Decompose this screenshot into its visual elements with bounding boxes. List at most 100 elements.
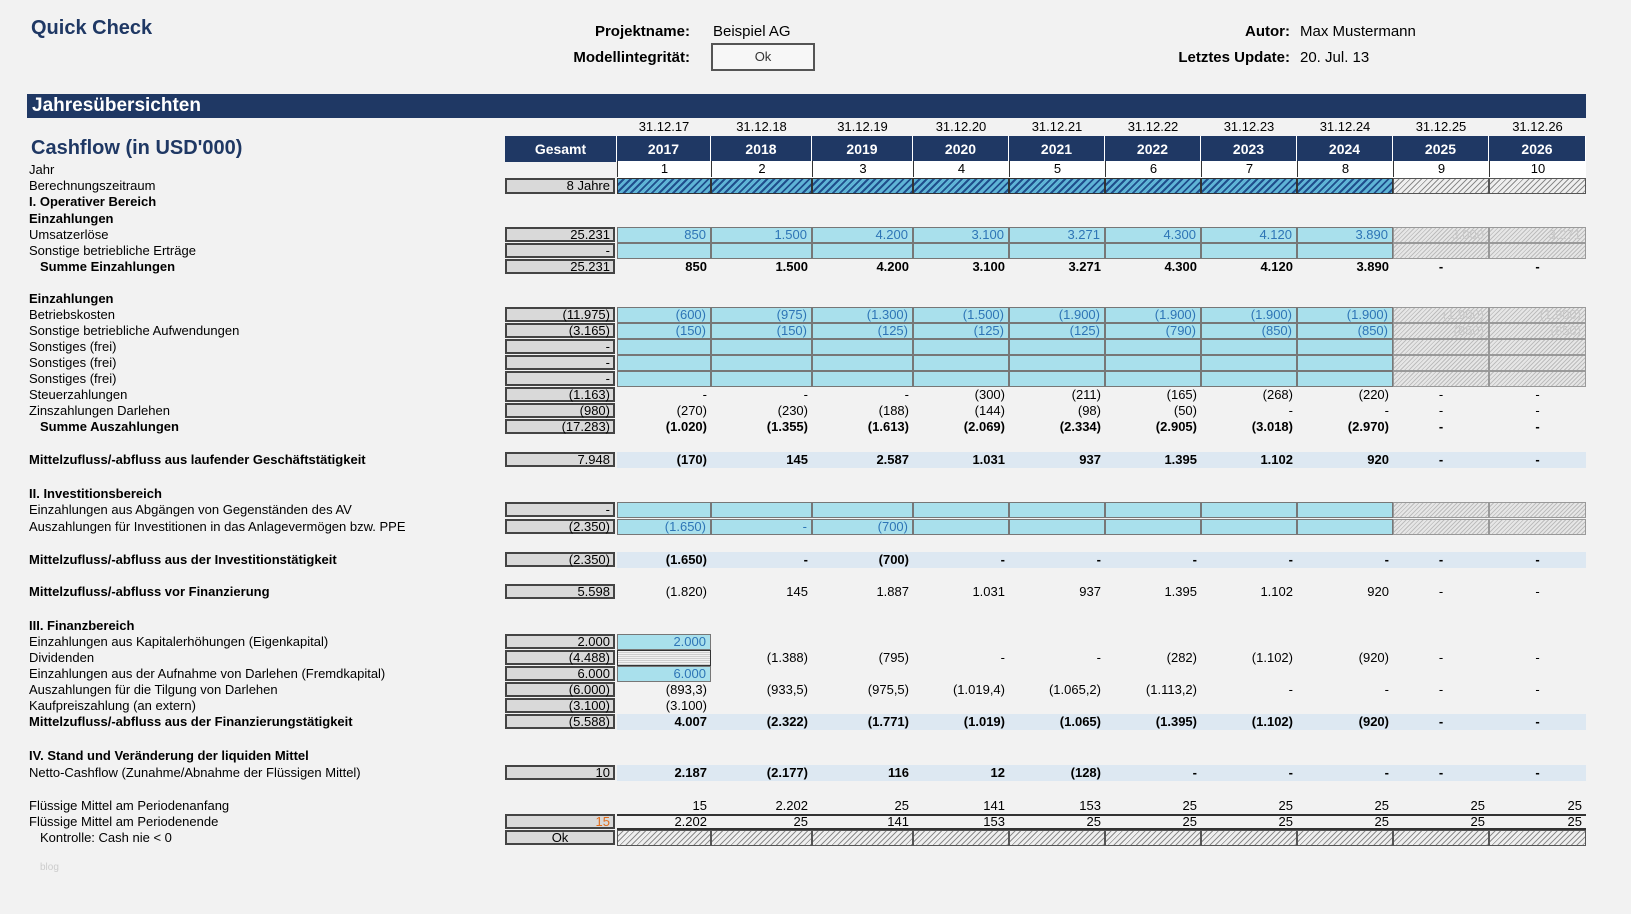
input-cell[interactable]: (700) — [812, 519, 913, 535]
input-cell[interactable] — [1201, 355, 1297, 371]
input-cell[interactable] — [1009, 339, 1105, 355]
input-cell[interactable]: 6.000 — [617, 666, 711, 682]
period-inactive-cell[interactable] — [1393, 178, 1489, 194]
period-active-cell[interactable] — [1201, 178, 1297, 194]
input-cell[interactable]: (125) — [812, 323, 913, 339]
input-cell[interactable] — [812, 339, 913, 355]
input-cell[interactable] — [711, 502, 812, 518]
input-cell[interactable]: 4.300 — [1105, 227, 1201, 243]
input-cell[interactable] — [1009, 243, 1105, 259]
input-cell[interactable] — [1393, 355, 1489, 371]
input-cell[interactable] — [1297, 502, 1393, 518]
input-cell[interactable]: (1.650) — [617, 519, 711, 535]
input-cell[interactable] — [1489, 243, 1586, 259]
input-cell[interactable] — [1297, 371, 1393, 387]
input-cell[interactable] — [1105, 243, 1201, 259]
input-cell[interactable] — [913, 243, 1009, 259]
period-active-cell[interactable] — [1297, 178, 1393, 194]
input-cell[interactable]: (850) — [1297, 323, 1393, 339]
input-cell[interactable]: 3.271 — [1489, 227, 1586, 243]
input-cell[interactable] — [711, 355, 812, 371]
input-cell[interactable]: (790) — [1105, 323, 1201, 339]
input-cell[interactable] — [617, 502, 711, 518]
input-cell[interactable]: 3.890 — [1297, 227, 1393, 243]
input-cell[interactable] — [1489, 339, 1586, 355]
input-cell[interactable]: (1.900) — [1297, 307, 1393, 323]
input-cell[interactable] — [812, 355, 913, 371]
input-cell[interactable] — [1105, 355, 1201, 371]
input-cell[interactable]: (850) — [1393, 323, 1489, 339]
input-cell[interactable] — [711, 371, 812, 387]
period-active-cell[interactable] — [617, 178, 711, 194]
input-cell[interactable] — [913, 355, 1009, 371]
input-cell[interactable] — [1297, 519, 1393, 535]
input-cell[interactable]: (850) — [1489, 323, 1586, 339]
input-cell[interactable] — [1489, 519, 1586, 535]
input-cell[interactable] — [1009, 502, 1105, 518]
input-cell[interactable] — [913, 371, 1009, 387]
input-cell[interactable]: (1.900) — [1489, 307, 1586, 323]
period-active-cell[interactable] — [711, 178, 812, 194]
input-cell[interactable]: (150) — [711, 323, 812, 339]
period-active-cell[interactable] — [913, 178, 1009, 194]
input-cell[interactable] — [617, 339, 711, 355]
input-cell[interactable]: (1.900) — [1201, 307, 1297, 323]
input-cell[interactable]: (125) — [1009, 323, 1105, 339]
input-cell[interactable] — [1393, 339, 1489, 355]
input-cell[interactable]: (1.500) — [913, 307, 1009, 323]
input-cell[interactable]: (850) — [1201, 323, 1297, 339]
input-cell[interactable]: (1.900) — [1393, 307, 1489, 323]
input-cell[interactable] — [617, 371, 711, 387]
input-cell[interactable]: - — [711, 519, 812, 535]
input-cell[interactable]: (1.900) — [1105, 307, 1201, 323]
input-cell[interactable] — [812, 243, 913, 259]
period-active-cell[interactable] — [1105, 178, 1201, 194]
input-cell[interactable] — [1297, 243, 1393, 259]
input-cell[interactable]: (1.900) — [1009, 307, 1105, 323]
input-cell[interactable] — [1489, 502, 1586, 518]
input-cell[interactable] — [1201, 371, 1297, 387]
input-cell[interactable] — [1297, 355, 1393, 371]
input-cell[interactable]: 3.000 — [1393, 227, 1489, 243]
input-cell[interactable] — [1105, 371, 1201, 387]
input-cell[interactable] — [617, 243, 711, 259]
input-cell[interactable] — [711, 243, 812, 259]
input-cell[interactable] — [1201, 339, 1297, 355]
input-cell[interactable] — [1489, 355, 1586, 371]
input-cell[interactable]: 3.100 — [913, 227, 1009, 243]
input-cell[interactable] — [1105, 502, 1201, 518]
input-cell[interactable] — [1105, 339, 1201, 355]
input-cell[interactable]: 850 — [617, 227, 711, 243]
input-cell[interactable] — [711, 339, 812, 355]
input-cell[interactable]: 1.500 — [711, 227, 812, 243]
input-cell[interactable] — [1009, 519, 1105, 535]
input-cell[interactable] — [617, 355, 711, 371]
input-cell[interactable] — [812, 502, 913, 518]
input-cell[interactable] — [913, 519, 1009, 535]
input-cell[interactable] — [913, 339, 1009, 355]
input-cell[interactable] — [1201, 519, 1297, 535]
period-active-cell[interactable] — [1009, 178, 1105, 194]
input-cell[interactable]: (600) — [617, 307, 711, 323]
input-cell[interactable] — [1201, 502, 1297, 518]
input-cell[interactable]: 4.200 — [812, 227, 913, 243]
input-cell[interactable] — [1201, 243, 1297, 259]
input-cell[interactable] — [1009, 355, 1105, 371]
input-cell[interactable]: (975) — [711, 307, 812, 323]
input-cell[interactable] — [1297, 339, 1393, 355]
input-cell[interactable]: (150) — [617, 323, 711, 339]
input-cell[interactable] — [1105, 519, 1201, 535]
input-cell[interactable]: 2.000 — [617, 634, 711, 650]
period-inactive-cell[interactable] — [1489, 178, 1586, 194]
input-cell[interactable] — [812, 371, 913, 387]
input-cell[interactable]: 4.120 — [1201, 227, 1297, 243]
input-cell[interactable] — [1489, 371, 1586, 387]
input-cell[interactable] — [1393, 502, 1489, 518]
input-cell[interactable] — [617, 650, 711, 666]
input-cell[interactable]: (1.300) — [812, 307, 913, 323]
input-cell[interactable] — [1009, 371, 1105, 387]
input-cell[interactable]: 3.271 — [1009, 227, 1105, 243]
input-cell[interactable]: (125) — [913, 323, 1009, 339]
input-cell[interactable] — [1393, 243, 1489, 259]
period-active-cell[interactable] — [812, 178, 913, 194]
